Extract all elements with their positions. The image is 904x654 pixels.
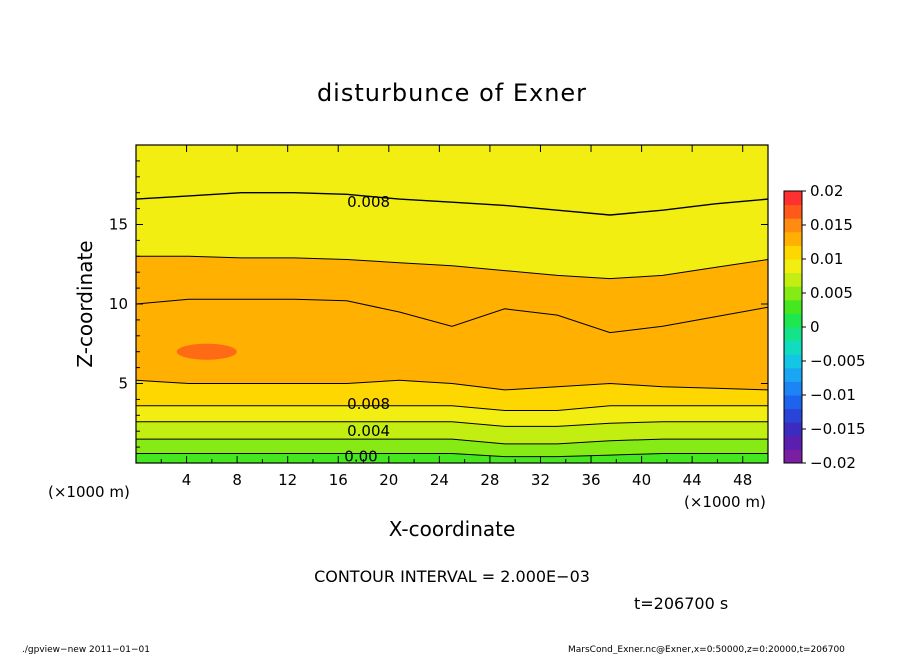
colorbar-tick-label: −0.005: [810, 352, 866, 370]
x-tick-label: 28: [480, 471, 499, 489]
colorbar-tick-label: 0.005: [810, 284, 853, 302]
colorbar-swatch: [784, 259, 802, 274]
x-tick-label: 36: [581, 471, 600, 489]
y-axis-title: Z-coordinate: [73, 240, 97, 367]
high-value-patch: [176, 343, 237, 360]
chart-title: disturbunce of Exner: [317, 79, 587, 107]
x-tick-label: 48: [733, 471, 752, 489]
colorbar-swatch: [784, 286, 802, 301]
y-tick-label: 15: [109, 216, 128, 234]
x-tick-label: 8: [232, 471, 242, 489]
colorbar-swatch: [784, 340, 802, 355]
colorbar-swatch: [784, 191, 802, 206]
x-tick-label: 16: [329, 471, 348, 489]
colorbar-tick-label: −0.015: [810, 420, 866, 438]
contour-label: 0.00: [344, 448, 377, 466]
colorbar-tick-label: −0.02: [810, 454, 856, 472]
colorbar-swatch: [784, 231, 802, 246]
colorbar-swatch: [784, 218, 802, 233]
contour-line: [136, 438, 768, 445]
colorbar-swatch: [784, 381, 802, 396]
colorbar-swatch: [784, 245, 802, 260]
x-tick-label: 32: [531, 471, 550, 489]
contour-label: 0.008: [347, 193, 390, 211]
x-unit-label-left: (×1000 m): [48, 483, 130, 501]
contour-line: [135, 379, 769, 391]
x-tick-label: 40: [632, 471, 651, 489]
contour-line: [135, 298, 769, 334]
y-tick-label: 10: [109, 295, 128, 313]
x-tick-label: 20: [379, 471, 398, 489]
colorbar-swatch: [784, 367, 802, 382]
colorbar-tick-label: −0.01: [810, 386, 856, 404]
contour-line: [136, 453, 768, 458]
colorbar-swatch: [784, 422, 802, 437]
colorbar-swatch: [784, 299, 802, 314]
colorbar-swatch: [784, 272, 802, 287]
colorbar-swatch: [784, 395, 802, 410]
contour-label: 0.008: [347, 395, 390, 413]
colorbar-tick-label: 0.02: [810, 182, 843, 200]
colorbar-swatch: [784, 354, 802, 369]
colorbar-swatch: [784, 204, 802, 219]
contour-interval-note: CONTOUR INTERVAL = 2.000E−03: [314, 567, 590, 586]
colorbar-swatch: [784, 327, 802, 342]
colorbar-tick-label: 0.01: [810, 250, 843, 268]
colorbar-swatch: [784, 435, 802, 450]
colorbar-swatch: [784, 408, 802, 423]
contour-band: [136, 453, 768, 463]
colorbar-swatch: [784, 313, 802, 328]
contour-label: 0.004: [347, 422, 390, 440]
colorbar: 0.02 0.015 0.01 0.005 0 −0.005 −0.01 −0.015 −0.0…: [783, 182, 866, 472]
x-tick-label: 44: [683, 471, 702, 489]
colorbar-tick-label: 0: [810, 318, 820, 336]
contour-line: [136, 405, 768, 411]
y-tick-label: 5: [118, 375, 128, 393]
y-axis: 5 10 15: [109, 160, 768, 448]
x-tick-label: 12: [278, 471, 297, 489]
x-axis-title: X-coordinate: [389, 517, 516, 541]
contour-line: [136, 421, 768, 427]
colorbar-tick-label: 0.015: [810, 216, 853, 234]
contour-line: [136, 255, 769, 280]
footer-left: ./gpview−new 2011−01−01: [22, 645, 150, 654]
contour-line-upper: [135, 192, 769, 216]
x-tick-label: 4: [182, 471, 192, 489]
footer-right: MarsCond_Exner.nc@Exner,x=0:50000,z=0:20…: [568, 645, 845, 654]
x-axis: 4 8 12 16 20 24 28 32 36 40 44 48: [160, 145, 752, 489]
colorbar-swatch: [784, 449, 802, 464]
x-tick-label: 24: [430, 471, 449, 489]
time-note: t=206700 s: [634, 594, 728, 613]
plot-area: 0.008 0.008 0.004 0.00: [135, 145, 769, 466]
x-unit-label-right: (×1000 m): [684, 493, 766, 511]
